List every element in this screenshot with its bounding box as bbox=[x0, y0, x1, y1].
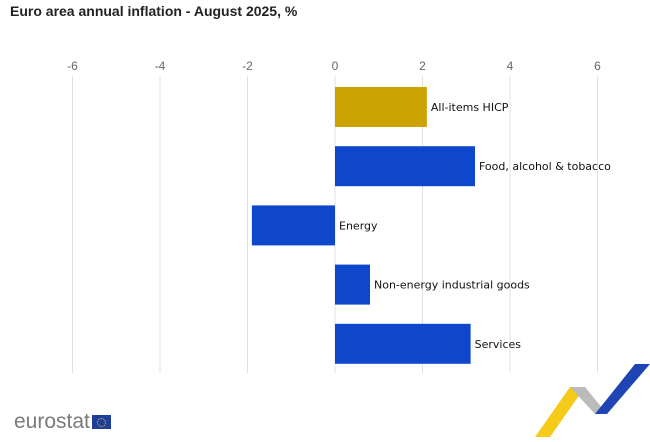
x-tick-label: 4 bbox=[507, 59, 514, 73]
x-tick-label: 6 bbox=[594, 59, 601, 73]
bar bbox=[335, 87, 427, 127]
x-tick-label: 2 bbox=[419, 59, 426, 73]
category-label: Energy bbox=[339, 219, 378, 232]
ribbon-decoration bbox=[535, 364, 650, 437]
bar-chart: -6 -4 -2 0 2 4 6 All-items HICP Food, alcohol & … bbox=[67, 59, 611, 373]
category-label: All-items HICP bbox=[431, 101, 509, 114]
x-tick-label: 0 bbox=[332, 59, 339, 73]
chart-title: Euro area annual inflation - August 2025… bbox=[10, 3, 298, 19]
bar bbox=[335, 323, 471, 364]
eu-flag-icon bbox=[91, 415, 111, 429]
x-tick-label: -6 bbox=[67, 59, 78, 73]
x-tick-label: -4 bbox=[155, 59, 166, 73]
bar bbox=[335, 146, 475, 187]
x-tick-label: -2 bbox=[242, 59, 253, 73]
logo-text: eurostat bbox=[14, 410, 90, 433]
eurostat-logo: eurostat bbox=[14, 410, 111, 434]
category-label: Services bbox=[475, 338, 522, 351]
category-label: Non-energy industrial goods bbox=[374, 279, 530, 292]
category-label: Food, alcohol & tobacco bbox=[479, 160, 611, 173]
bar bbox=[251, 205, 335, 246]
bar bbox=[335, 264, 370, 305]
